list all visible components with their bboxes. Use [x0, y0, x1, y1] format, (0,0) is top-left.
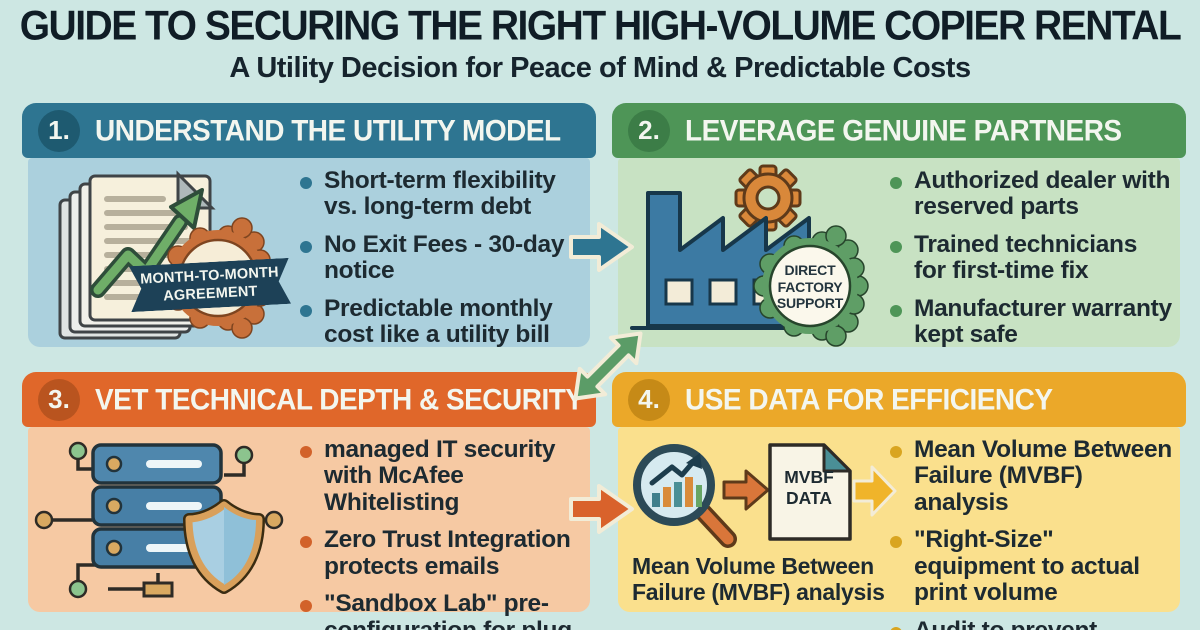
bullet-text: Short-term flexibility vs. long-term deb…: [324, 167, 556, 221]
badge-line: FACTORY: [777, 278, 843, 295]
bullet-text: Mean Volume Between Failure (MVBF) analy…: [914, 436, 1172, 516]
list-item: Zero Trust Integration protects emails: [300, 527, 582, 580]
bullet-dot-icon: [890, 536, 902, 549]
month-to-month-ribbon: MONTH-TO-MONTH AGREEMENT: [129, 258, 291, 312]
contract-documents-icon: MONTH-TO-MONTH AGREEMENT: [28, 158, 300, 347]
bullet-text: "Sandbox Lab" pre-configuration for plug…: [324, 590, 572, 630]
badge-line: DIRECT: [784, 262, 836, 279]
section-2-bullet-list: Authorized dealer with reserved parts Tr…: [890, 158, 1180, 349]
section-1-title: UNDERSTAND THE UTILITY MODEL: [95, 113, 561, 147]
doc-label-line: MVBF: [784, 467, 834, 487]
magnifier-icon: [633, 444, 737, 548]
section-2-body: DIRECT FACTORY SUPPORT Authorized dealer…: [618, 158, 1180, 349]
list-item: managed IT security with McAfee Whitelis…: [300, 436, 582, 516]
section-4-number-badge: 4.: [628, 378, 670, 421]
bullet-dot-icon: [300, 446, 312, 458]
section-1-body: MONTH-TO-MONTH AGREEMENT Short-term flex…: [28, 158, 590, 349]
bullet-dot-icon: [890, 626, 902, 630]
arrow-section2-to-section3-icon: [573, 331, 643, 401]
section-3-title: VET TECHNICAL DEPTH & SECURITY: [95, 382, 584, 416]
doc-label-line: DATA: [785, 488, 832, 508]
direct-factory-support-badge-icon: [753, 225, 869, 347]
section-3-vet-technical-depth-security: 3. VET TECHNICAL DEPTH & SECURITY: [22, 372, 596, 630]
bullet-text: Authorized dealer with reserved parts: [914, 167, 1171, 221]
list-item: Authorized dealer with reserved parts: [890, 167, 1172, 221]
section-2-title: LEVERAGE GENUINE PARTNERS: [685, 113, 1122, 147]
arrow-section3-to-section4-icon: [569, 484, 634, 534]
bullet-text: "Right-Size" equipment to actual print v…: [914, 526, 1140, 607]
bullet-text: Zero Trust Integration protects emails: [324, 526, 571, 580]
section-2-header: 2. LEVERAGE GENUINE PARTNERS: [612, 103, 1186, 158]
badge-line: SUPPORT: [776, 295, 844, 312]
bullet-dot-icon: [890, 304, 902, 317]
section-4-title: USE DATA FOR EFFICIENCY: [685, 382, 1053, 416]
section-2-leverage-genuine-partners: 2. LEVERAGE GENUINE PARTNERS: [612, 103, 1186, 353]
section-4-use-data-for-efficiency: 4. USE DATA FOR EFFICIENCY: [612, 372, 1186, 630]
bullet-dot-icon: [890, 446, 902, 458]
gold-right-arrow-icon: [852, 465, 897, 517]
bullet-dot-icon: [300, 240, 312, 253]
growth-arrow-icon: [90, 188, 204, 298]
shield-icon: [183, 499, 265, 594]
section-4-bullet-list: Mean Volume Between Failure (MVBF) analy…: [890, 427, 1180, 630]
bullet-text: managed IT security with McAfee Whitelis…: [324, 436, 556, 516]
list-item: Trained technicians for first-time fix: [890, 230, 1172, 285]
bullet-dot-icon: [300, 600, 312, 613]
bullet-dot-icon: [300, 304, 312, 317]
documents-growth-arrow-icon: [58, 170, 275, 340]
gear-icon: [734, 164, 802, 232]
list-item: Predictable monthly cost like a utility …: [300, 294, 582, 349]
list-item: Audit to prevent paying for “Too Much Ma…: [890, 617, 1172, 630]
mvbf-data-label: MVBF DATA: [768, 467, 850, 509]
mini-bar-chart-icon: [652, 477, 702, 507]
bullet-dot-icon: [300, 177, 312, 189]
factory-icon-wrap: DIRECT FACTORY SUPPORT: [618, 158, 890, 347]
bullet-text: Trained technicians for first-time fix: [914, 230, 1138, 285]
bullet-text: Audit to prevent paying for “Too Much Ma…: [914, 617, 1172, 630]
section-1-understand-utility-model: 1. UNDERSTAND THE UTILITY MODEL: [22, 103, 596, 353]
list-item: No Exit Fees - 30-day notice: [300, 230, 582, 285]
list-item: Short-term flexibility vs. long-term deb…: [300, 167, 582, 221]
section-3-body: managed IT security with McAfee Whitelis…: [28, 427, 590, 630]
bullet-text: No Exit Fees - 30-day notice: [324, 230, 565, 285]
server-shield-icon: [34, 441, 284, 599]
section-1-number-badge: 1.: [38, 109, 80, 152]
page-subtitle: A Utility Decision for Peace of Mind & P…: [229, 52, 971, 84]
page-title: GUIDE TO SECURING THE RIGHT HIGH-VOLUME …: [19, 3, 1182, 50]
bullet-text: Manufacturer warranty kept safe: [914, 294, 1172, 349]
ribbon-line: AGREEMENT: [162, 283, 259, 305]
section-4-body: MVBF DATA Mean Volume Between Failure (M…: [618, 427, 1180, 630]
mvbf-analysis-icon-wrap: MVBF DATA Mean Volume Between Failure (M…: [618, 427, 897, 612]
direct-factory-support-label: DIRECT FACTORY SUPPORT: [769, 251, 851, 323]
list-item: Mean Volume Between Failure (MVBF) analy…: [890, 436, 1172, 516]
bullet-dot-icon: [300, 536, 312, 549]
bullet-dot-icon: [890, 177, 902, 189]
magnifier-data-flow-icon: [633, 443, 897, 548]
section-3-number-badge: 3.: [38, 378, 80, 421]
secure-server-icon-wrap: [28, 427, 300, 612]
list-item: Manufacturer warranty kept safe: [890, 294, 1172, 349]
section-3-bullet-list: managed IT security with McAfee Whitelis…: [300, 427, 590, 630]
section-4-header: 4. USE DATA FOR EFFICIENCY: [612, 372, 1186, 427]
bullet-dot-icon: [890, 240, 902, 253]
small-orange-arrow-icon: [722, 469, 770, 511]
mvbf-document-icon: [768, 443, 852, 541]
list-item: "Right-Size" equipment to actual print v…: [890, 527, 1172, 606]
section-3-header: 3. VET TECHNICAL DEPTH & SECURITY: [22, 372, 596, 427]
section-1-bullet-list: Short-term flexibility vs. long-term deb…: [300, 158, 590, 349]
bullet-text: Predictable monthly cost like a utility …: [324, 294, 553, 349]
section-1-header: 1. UNDERSTAND THE UTILITY MODEL: [22, 103, 596, 158]
factory-gear-icon: [630, 164, 869, 347]
list-item: "Sandbox Lab" pre-configuration for plug…: [300, 590, 582, 630]
section-2-number-badge: 2.: [628, 109, 670, 152]
arrow-section1-to-section2-icon: [569, 222, 634, 272]
mvbf-caption: Mean Volume Between Failure (MVBF) analy…: [632, 553, 885, 605]
